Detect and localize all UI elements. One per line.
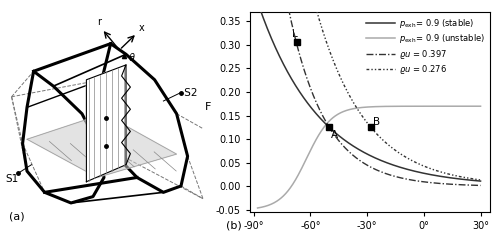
Text: (b): (b): [226, 220, 242, 230]
Text: r: r: [98, 17, 102, 26]
Text: (a): (a): [10, 212, 25, 222]
Legend: $p_\mathregular{exh}$= 0.9 (stable), $p_\mathregular{exh}$= 0.9 (unstable), $\va: $p_\mathregular{exh}$= 0.9 (stable), $p_…: [362, 13, 488, 80]
Text: S2: S2: [181, 88, 198, 97]
Y-axis label: F: F: [204, 102, 211, 112]
Text: $\theta$: $\theta$: [128, 51, 136, 63]
Text: L: L: [292, 29, 298, 39]
Polygon shape: [86, 65, 126, 182]
Text: S1: S1: [5, 174, 18, 184]
Polygon shape: [27, 114, 176, 177]
Text: A: A: [332, 130, 338, 140]
Text: x: x: [139, 23, 145, 33]
Text: B: B: [373, 117, 380, 127]
